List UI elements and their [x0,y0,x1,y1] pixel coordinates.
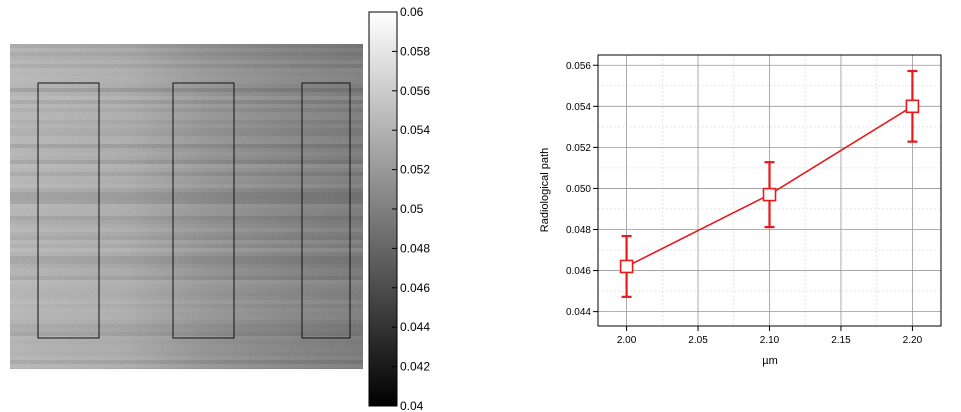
x-tick-label: 2.00 [617,335,637,346]
y-tick-label: 0.056 [566,61,591,72]
colorbar-tick-label: 0.04 [400,399,424,412]
y-tick-label: 0.052 [566,143,591,154]
x-tick-label: 2.10 [760,335,780,346]
colorbar-tick-label: 0.058 [400,44,430,58]
colorbar-tick-label: 0.054 [400,123,430,137]
colorbar-tick-label: 0.048 [400,241,430,255]
roi-box-3 [301,82,351,339]
x-axis-label: µm [762,355,778,367]
x-tick-label: 2.20 [903,335,923,346]
colorbar-tick-label: 0.052 [400,163,430,177]
colorbar-tick-label: 0.05 [400,202,424,216]
x-tick-label: 2.05 [688,335,708,346]
roi-box-1 [37,82,100,339]
colorbar-tick-label: 0.056 [400,84,430,98]
data-point-marker [905,99,920,114]
colorbar-tick-label: 0.044 [400,320,430,334]
grayscale-image-panel [10,44,363,369]
line-chart: 2.00 2.05 2.10 2.15 2.20 0.044 0.046 0.048 0.05… [539,54,942,367]
roi-box-2 [172,82,235,339]
colorbar-tick-label: 0.06 [400,5,424,19]
y-axis-ticks: 0.044 0.046 0.048 0.050 0.052 0.054 0.056 [566,61,598,318]
data-point-marker [619,259,634,274]
colorbar-tick-label: 0.046 [400,281,430,295]
y-tick-label: 0.046 [566,266,591,277]
data-point-marker [762,187,777,202]
x-axis-ticks: 2.00 2.05 2.10 2.15 2.20 [617,326,923,346]
image-noise-texture [10,44,363,369]
colorbar: 0.04 0.042 0.044 0.046 0.048 0.05 0.052 0.054 0.… [368,5,430,412]
y-tick-label: 0.054 [566,102,591,113]
y-axis-label: Radiological path [539,148,551,232]
x-tick-label: 2.15 [831,335,851,346]
series-layer [619,69,920,298]
y-tick-label: 0.048 [566,225,591,236]
y-tick-label: 0.050 [566,184,591,195]
y-tick-label: 0.044 [566,307,591,318]
colorbar-tick-label: 0.042 [400,360,430,374]
colorbar-ticks: 0.04 0.042 0.044 0.046 0.048 0.05 0.052 0.054 0.… [392,5,430,412]
